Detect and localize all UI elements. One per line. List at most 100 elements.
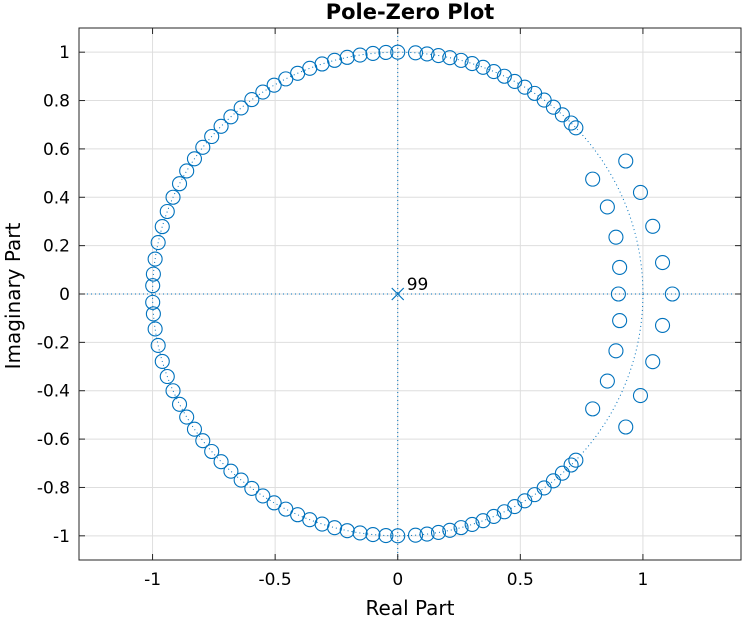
zero-marker (475, 59, 491, 75)
zero-marker (223, 109, 239, 125)
zero-marker (255, 488, 271, 504)
zero-marker (585, 171, 601, 187)
zero-marker (147, 321, 163, 337)
zero-marker (154, 353, 170, 369)
zero-marker (244, 480, 260, 496)
zero-marker (608, 229, 624, 245)
zero-marker (171, 396, 188, 412)
zero-marker (486, 508, 502, 525)
zero-marker (213, 454, 229, 470)
y-tick-labels: 1 0.8 0.6 0.4 0.2 0 -0.2 -0.4 -0.6 -0.8 -1 (37, 43, 70, 547)
zero-marker (585, 401, 601, 417)
zero-marker (378, 527, 394, 544)
y-tick-label: 0.6 (43, 140, 70, 160)
zero-marker (339, 49, 355, 65)
y-tick-label: 0.8 (43, 92, 70, 112)
zero-marker (145, 306, 161, 322)
x-tick-label: -1 (144, 570, 161, 590)
zero-marker (150, 337, 166, 354)
zero-marker (244, 92, 260, 108)
zero-marker (145, 266, 161, 282)
zero-marker (195, 433, 211, 449)
zero-marker (179, 163, 195, 179)
zero-marker (563, 457, 579, 473)
zero-marker (204, 443, 220, 460)
zero-marker (507, 73, 523, 90)
zero-marker (654, 317, 671, 333)
zero-marker (159, 368, 175, 385)
zero-marker (430, 47, 447, 64)
zero-marker (255, 84, 271, 100)
zero-marker (223, 463, 239, 479)
zero-marker (352, 525, 368, 541)
x-tick-labels: -1 -0.5 0 0.5 1 (144, 570, 648, 590)
zero-marker (150, 234, 166, 251)
zero-marker (664, 286, 680, 302)
zero-marker (645, 354, 661, 370)
zero-marker (475, 513, 491, 529)
reference-lines (79, 28, 741, 560)
zero-marker (654, 255, 671, 271)
tick-marks (79, 28, 741, 560)
zero-marker (496, 68, 512, 84)
zero-marker (618, 153, 634, 169)
zero-marker (464, 516, 480, 532)
zero-marker (419, 46, 435, 62)
zero-marker (213, 118, 229, 134)
zero-marker (453, 52, 469, 68)
zero-marker (278, 501, 294, 517)
zero-marker (165, 189, 181, 205)
zero-marker (165, 383, 181, 399)
zero-marker (352, 47, 368, 63)
zero-marker (145, 294, 161, 310)
zero-marker (204, 128, 220, 145)
x-tick-label: -0.5 (259, 570, 292, 590)
y-tick-label: -0.6 (37, 430, 70, 450)
zero-marker (390, 528, 406, 544)
zero-marker (186, 421, 203, 437)
zero-marker (599, 199, 615, 215)
zero-marker (407, 527, 424, 543)
zero-marker (186, 151, 203, 167)
y-tick-label: 0.4 (43, 188, 70, 208)
zero-marker (266, 77, 282, 93)
zero-marker (486, 63, 502, 80)
zero-marker (147, 251, 163, 267)
zero-marker (612, 313, 628, 329)
zero-marker (154, 219, 170, 235)
zero-marker (563, 115, 579, 131)
zero-marker (430, 524, 447, 541)
zero-marker (233, 472, 249, 488)
zero-marker (568, 120, 584, 136)
data-marks: 99 (145, 44, 680, 544)
zero-marker (159, 203, 175, 220)
y-tick-label: -0.8 (37, 478, 70, 498)
y-tick-label: -1 (53, 527, 70, 547)
y-tick-label: -0.2 (37, 333, 70, 353)
zero-marker (554, 465, 570, 481)
zero-marker (378, 44, 394, 61)
y-tick-label: 0 (59, 285, 70, 305)
x-axis-label: Real Part (366, 596, 455, 620)
y-tick-label: 1 (59, 43, 70, 63)
zero-marker (145, 278, 161, 294)
zero-marker (568, 452, 584, 468)
grid-lines (79, 28, 741, 560)
zero-marker (618, 419, 634, 435)
zero-marker (608, 343, 624, 359)
zero-marker (599, 373, 615, 389)
zero-marker (419, 526, 435, 542)
zero-marker (278, 71, 294, 87)
pole-marker (391, 287, 405, 301)
zero-marker (496, 504, 512, 520)
zero-marker (233, 100, 249, 116)
chart-title: Pole-Zero Plot (326, 0, 495, 24)
zero-marker (179, 409, 195, 425)
zero-marker (365, 45, 381, 61)
y-tick-label: 0.2 (43, 237, 70, 257)
x-tick-label: 1 (638, 570, 649, 590)
unit-circle (152, 51, 644, 537)
zero-marker (453, 520, 469, 536)
zero-marker (390, 44, 406, 60)
